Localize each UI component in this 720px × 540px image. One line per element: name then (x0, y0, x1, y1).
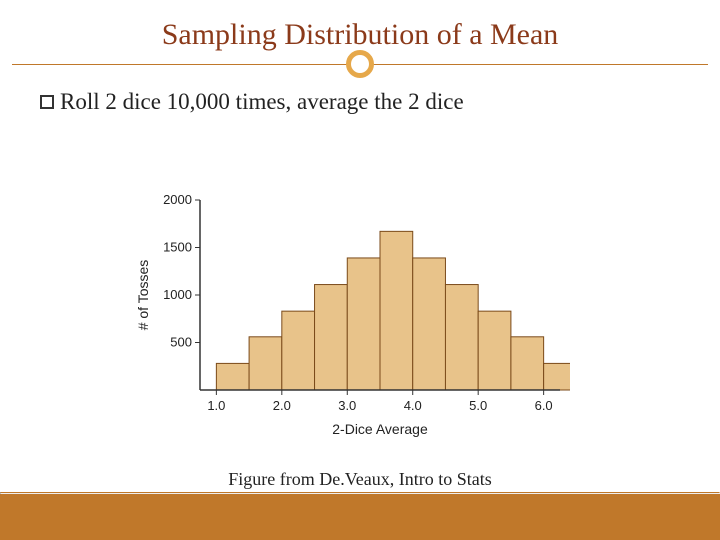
svg-text:5.0: 5.0 (469, 398, 487, 413)
footer-band (0, 494, 720, 540)
bullet-text: Roll 2 dice 10,000 times, average the 2 … (60, 89, 464, 115)
svg-text:2.0: 2.0 (273, 398, 291, 413)
svg-text:1.0: 1.0 (207, 398, 225, 413)
title-circle-icon (346, 50, 374, 78)
slide-title: Sampling Distribution of a Mean (0, 0, 720, 52)
bullet-box-icon (40, 95, 54, 109)
svg-text:500: 500 (170, 335, 192, 350)
slide: Sampling Distribution of a Mean Roll 2 d… (0, 0, 720, 540)
title-decoration (0, 64, 720, 65)
svg-text:1000: 1000 (163, 287, 192, 302)
svg-text:2-Dice Average: 2-Dice Average (332, 421, 428, 437)
svg-text:# of Tosses: # of Tosses (135, 260, 151, 331)
svg-text:4.0: 4.0 (404, 398, 422, 413)
svg-text:1500: 1500 (163, 240, 192, 255)
histogram-chart: 500 1000 1500 2000 1.0 2.0 3.0 4.0 5.0 6.0 2-Dice … (130, 190, 570, 440)
svg-text:6.0: 6.0 (535, 398, 553, 413)
svg-text:3.0: 3.0 (338, 398, 356, 413)
footer-caption: Figure from De.Veaux, Intro to Stats (0, 469, 720, 494)
chart-svg: 500 1000 1500 2000 1.0 2.0 3.0 4.0 5.0 6.0 2-Dice … (130, 190, 570, 440)
svg-text:2000: 2000 (163, 192, 192, 207)
